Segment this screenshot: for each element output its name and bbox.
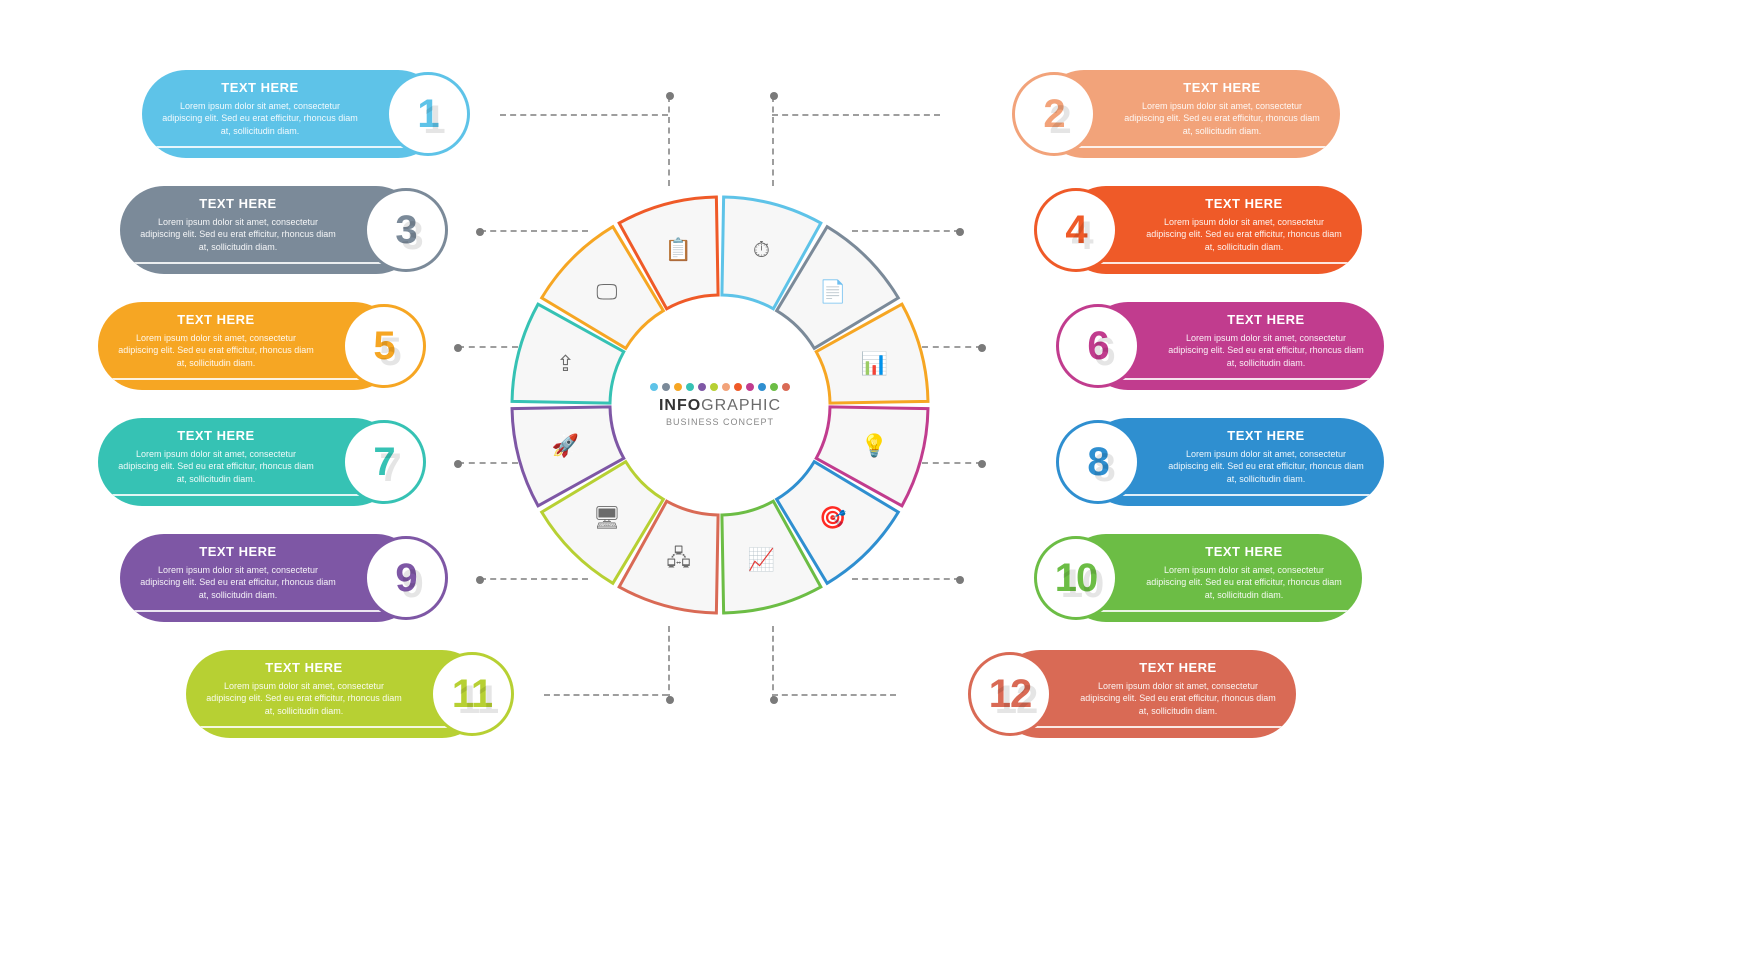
number-badge-7: 77 — [342, 420, 426, 504]
connector-line — [668, 626, 670, 700]
callout-title: TEXT HERE — [1078, 660, 1278, 676]
callout-pill-2: TEXT HERE Lorem ipsum dolor sit amet, con… — [1040, 70, 1340, 158]
callout-desc: Lorem ipsum dolor sit amet, consectetur … — [116, 332, 316, 368]
callout-pill-1: TEXT HERE Lorem ipsum dolor sit amet, con… — [142, 70, 442, 158]
bar-chart-icon: 📊 — [858, 347, 892, 381]
lightbulb-gauge-icon: 💡 — [858, 429, 892, 463]
number-badge-11: 1111 — [430, 652, 514, 736]
callout-pill-8: TEXT HERE Lorem ipsum dolor sit amet, con… — [1084, 418, 1384, 506]
connector-line — [772, 694, 896, 696]
number-badge-8: 88 — [1056, 420, 1140, 504]
number-badge-4: 44 — [1034, 188, 1118, 272]
connector-line — [922, 462, 982, 464]
callout-desc: Lorem ipsum dolor sit amet, consectetur … — [1078, 680, 1278, 716]
callout-title: TEXT HERE — [116, 312, 316, 328]
callout-title: TEXT HERE — [204, 660, 404, 676]
callout-title: TEXT HERE — [1144, 196, 1344, 212]
number-badge-5: 55 — [342, 304, 426, 388]
callout-desc: Lorem ipsum dolor sit amet, consectetur … — [1144, 564, 1344, 600]
connector-line — [772, 114, 940, 116]
callout-pill-6: TEXT HERE Lorem ipsum dolor sit amet, con… — [1084, 302, 1384, 390]
rocket-launch-icon: 🚀 — [548, 429, 582, 463]
connector-line — [922, 346, 982, 348]
callout-desc: Lorem ipsum dolor sit amet, consectetur … — [204, 680, 404, 716]
callout-desc: Lorem ipsum dolor sit amet, consectetur … — [1166, 448, 1366, 484]
callout-pill-11: TEXT HERE Lorem ipsum dolor sit amet, con… — [186, 650, 486, 738]
connector-line — [544, 694, 668, 696]
monitor-analytics-icon: 🖵 — [590, 275, 624, 309]
connector-line — [458, 462, 518, 464]
callout-title: TEXT HERE — [1122, 80, 1322, 96]
center-wheel: ⏱ 📄 📊 💡 🎯 📈 🖧 🖥 🚀 ⇪ 🖵 📋 INFOGRAPHIC BUSINESS CONCEPT — [510, 195, 930, 615]
callout-title: TEXT HERE — [160, 80, 360, 96]
callout-title: TEXT HERE — [116, 428, 316, 444]
upload-growth-icon: ⇪ — [548, 347, 582, 381]
callout-pill-7: TEXT HERE Lorem ipsum dolor sit amet, con… — [98, 418, 398, 506]
number-badge-3: 33 — [364, 188, 448, 272]
callout-desc: Lorem ipsum dolor sit amet, consectetur … — [1144, 216, 1344, 252]
callout-desc: Lorem ipsum dolor sit amet, consectetur … — [1122, 100, 1322, 136]
clock-target-icon: ⏱ — [744, 233, 778, 267]
callout-desc: Lorem ipsum dolor sit amet, consectetur … — [1166, 332, 1366, 368]
network-nodes-icon: 🖧 — [662, 543, 696, 577]
wheel-hub: INFOGRAPHIC BUSINESS CONCEPT — [620, 305, 820, 505]
callout-pill-10: TEXT HERE Lorem ipsum dolor sit amet, con… — [1062, 534, 1362, 622]
number-badge-1: 11 — [386, 72, 470, 156]
number-badge-10: 1010 — [1034, 536, 1118, 620]
infographic-stage: ⏱ 📄 📊 💡 🎯 📈 🖧 🖥 🚀 ⇪ 🖵 📋 INFOGRAPHIC BUSINESS CONCEPT T… — [0, 0, 1742, 980]
callout-title: TEXT HERE — [1144, 544, 1344, 560]
callout-pill-3: TEXT HERE Lorem ipsum dolor sit amet, con… — [120, 186, 420, 274]
growth-chart-icon: 📈 — [744, 543, 778, 577]
connector-line — [772, 626, 774, 700]
connector-line — [668, 96, 670, 186]
number-badge-12: 1212 — [968, 652, 1052, 736]
hub-subtitle: BUSINESS CONCEPT — [666, 417, 774, 427]
callout-desc: Lorem ipsum dolor sit amet, consectetur … — [160, 100, 360, 136]
hub-title: INFOGRAPHIC — [659, 397, 781, 415]
callout-pill-4: TEXT HERE Lorem ipsum dolor sit amet, con… — [1062, 186, 1362, 274]
callout-title: TEXT HERE — [1166, 428, 1366, 444]
callout-pill-9: TEXT HERE Lorem ipsum dolor sit amet, con… — [120, 534, 420, 622]
target-podium-icon: 🎯 — [816, 501, 850, 535]
callout-title: TEXT HERE — [138, 544, 338, 560]
callout-pill-5: TEXT HERE Lorem ipsum dolor sit amet, con… — [98, 302, 398, 390]
number-badge-9: 99 — [364, 536, 448, 620]
number-badge-2: 22 — [1012, 72, 1096, 156]
connector-line — [500, 114, 668, 116]
callout-title: TEXT HERE — [138, 196, 338, 212]
callout-desc: Lorem ipsum dolor sit amet, consectetur … — [116, 448, 316, 484]
callout-pill-12: TEXT HERE Lorem ipsum dolor sit amet, con… — [996, 650, 1296, 738]
callout-desc: Lorem ipsum dolor sit amet, consectetur … — [138, 216, 338, 252]
number-badge-6: 66 — [1056, 304, 1140, 388]
clipboard-target-icon: 📋 — [662, 233, 696, 267]
connector-line — [772, 96, 774, 186]
presentation-globe-icon: 🖥 — [590, 501, 624, 535]
callout-desc: Lorem ipsum dolor sit amet, consectetur … — [138, 564, 338, 600]
connector-line — [458, 346, 518, 348]
document-edit-icon: 📄 — [816, 275, 850, 309]
callout-title: TEXT HERE — [1166, 312, 1366, 328]
hub-dots — [650, 383, 790, 391]
